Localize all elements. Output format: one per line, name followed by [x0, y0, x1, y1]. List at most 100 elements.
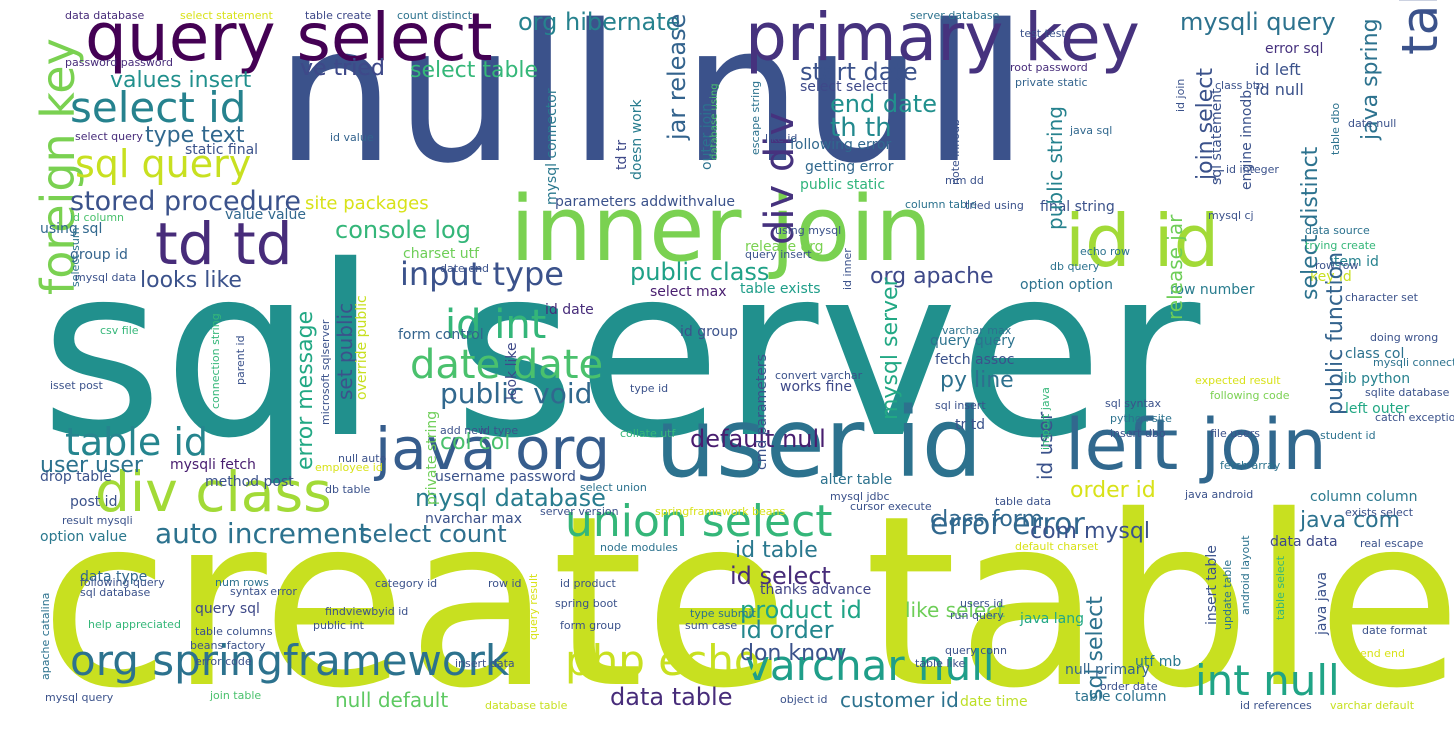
word-values-insert: values insert — [110, 68, 252, 93]
word-td-tr: td tr — [614, 139, 630, 170]
word-query-result: query result — [527, 573, 540, 640]
word-microsoft-sqlserver: microsoft sqlserver — [319, 319, 332, 425]
word-mysql-server: mysql server — [878, 277, 903, 420]
word-tr-td: tr td — [955, 417, 986, 433]
word-varchar-max: varchar max — [942, 324, 1012, 337]
word-id-date: id date — [545, 302, 594, 318]
word-following-error: following error — [790, 137, 892, 153]
word-using-sql: using sql — [40, 221, 103, 237]
word-py-line: py line — [940, 368, 1014, 393]
word-org-apache: org apache — [870, 264, 994, 289]
word-test-test: test test — [1020, 27, 1066, 40]
word-value-value: value value — [225, 207, 306, 223]
word-escape-string: escape string — [749, 80, 762, 155]
word-type-submit: type submit — [690, 607, 756, 620]
word-run-query: run query — [950, 609, 1004, 622]
word-java-sql: java sql — [1070, 124, 1113, 137]
word-java-lang: java lang — [1020, 611, 1085, 627]
word-id-int: id int — [445, 302, 547, 348]
word-union-select: union select — [565, 496, 833, 547]
word-date-null: date null — [1348, 117, 1397, 130]
word-div-class: div class — [95, 460, 332, 524]
word-collate-utf: collate utf — [620, 427, 676, 440]
word-type-text: type text — [145, 123, 245, 148]
word-row-id: row id — [488, 577, 522, 590]
word-id-column: id column — [70, 211, 125, 224]
word-create-table: create table — [40, 465, 1454, 735]
word-public-function: public function — [1323, 251, 1348, 415]
word-query-conn: query conn — [945, 644, 1007, 657]
word-count-distinct: count distinct — [397, 9, 473, 22]
word-alter-table: alter table — [820, 472, 893, 488]
word-exists-select: exists select — [1345, 506, 1414, 519]
word-row-number: row number — [1170, 282, 1255, 298]
word-id-type: id type — [480, 424, 519, 437]
word-charset-utf: charset utf — [403, 246, 480, 262]
word-final-string: final string — [1040, 199, 1115, 215]
word-left-join: left join — [1065, 404, 1327, 486]
word-row-row: row row — [1315, 259, 1359, 272]
word-id-select: id select — [730, 562, 831, 590]
word-java-org: java org — [375, 415, 611, 483]
word-sum-case: sum case — [685, 619, 738, 632]
word-like-id: like id — [765, 132, 798, 145]
word-sqlite-database: sqlite database — [1365, 386, 1450, 399]
word-doesn-work: doesn work — [629, 99, 645, 180]
word-end-end: end end — [1360, 647, 1405, 660]
word-springframework-beans: springframework beans — [655, 505, 786, 518]
word-import-java: import java — [1039, 387, 1052, 450]
word-syntax-error: syntax error — [230, 585, 297, 598]
word-employee-id: employee id — [315, 461, 383, 474]
word-table-column: table column — [1075, 689, 1167, 705]
word-end-date: end date — [830, 90, 937, 118]
word-user-id: user id — [655, 387, 983, 499]
word-release-jar: release jar — [1163, 214, 1187, 320]
word-mysql-cj: mysql cj — [1208, 209, 1254, 222]
word-don-know: don know — [740, 641, 847, 666]
word-query-query: query query — [930, 333, 1016, 349]
word-error-error: error error — [930, 507, 1085, 542]
word-auto-increment: auto increment — [155, 517, 370, 550]
word-public-void: public void — [440, 377, 593, 410]
word-id-table: id table — [735, 538, 818, 563]
word-mysql-jdbc: mysql jdbc — [830, 490, 890, 503]
word-id-product: id product — [560, 577, 616, 590]
word-thanks-advance: thanks advance — [760, 582, 872, 598]
word-android-layout: android layout — [1239, 535, 1252, 615]
word-error-sql: error sql — [1265, 41, 1324, 57]
word-date-end: date end — [440, 262, 490, 275]
word-fetch-array: fetch array — [1220, 459, 1281, 472]
word-int-null: int null — [1195, 656, 1340, 705]
word-form-control: form control — [398, 327, 484, 343]
word-form-group: form group — [560, 619, 622, 632]
word-table-id: table id — [65, 420, 209, 464]
word-java-com: java com — [1300, 508, 1401, 533]
word-mysql-connector: mysql connector — [544, 88, 560, 205]
word-trying-create: trying create — [1305, 239, 1376, 252]
word-type-id: type id — [630, 382, 669, 395]
word-th-th: th th — [830, 113, 892, 143]
word-console-log: console log — [335, 216, 471, 244]
word-sql-syntax: sql syntax — [1105, 397, 1162, 410]
word-database-using: database using — [709, 83, 720, 160]
word-start-date: start date — [800, 58, 918, 86]
word-mysql-query: mysql query — [45, 691, 114, 704]
word-sql-query: sql query — [75, 142, 252, 186]
word-order-date: order date — [1100, 680, 1158, 693]
word-real-escape: real escape — [1360, 537, 1424, 550]
word-release-org: release org — [745, 239, 824, 255]
word-table-data: table data — [995, 495, 1052, 508]
word-table-columns: table columns — [195, 625, 273, 638]
word-sql-database: sql database — [80, 586, 151, 599]
word-password-password: password password — [65, 56, 173, 69]
word-select-select: select select — [800, 79, 888, 95]
word-apache-catalina: apache catalina — [39, 592, 52, 680]
word-object-id: object id — [780, 693, 828, 706]
word-item-id: item id — [1330, 254, 1379, 270]
word-sql-statement: sql statement — [1209, 88, 1225, 185]
word-looks-like: looks like — [140, 268, 242, 293]
word-default-charset: default charset — [1015, 540, 1099, 553]
word-users-id: users id — [960, 597, 1004, 610]
word-id-order: id order — [740, 616, 834, 644]
